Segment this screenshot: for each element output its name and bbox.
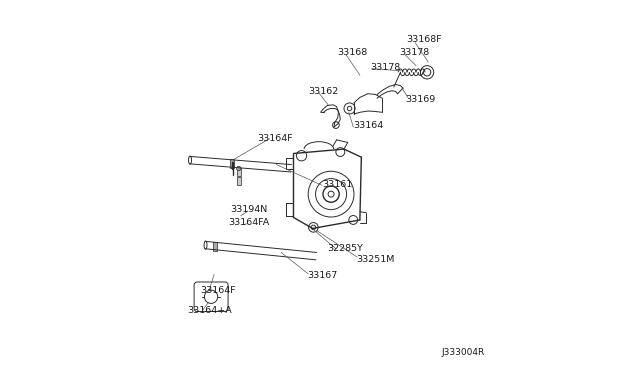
Text: 33164FA: 33164FA: [228, 218, 269, 227]
Circle shape: [237, 166, 241, 171]
Bar: [230, 159, 234, 168]
Text: 33161: 33161: [322, 180, 352, 189]
Text: 33168F: 33168F: [406, 35, 442, 44]
Text: 33164F: 33164F: [257, 134, 293, 142]
Text: 32285Y: 32285Y: [328, 244, 364, 253]
Bar: [237, 169, 241, 176]
Text: 33168: 33168: [337, 48, 367, 57]
Text: 33162: 33162: [308, 87, 339, 96]
Text: 33178: 33178: [399, 48, 429, 57]
Text: 33251M: 33251M: [356, 254, 394, 264]
Bar: [237, 177, 241, 185]
Text: J333004R: J333004R: [441, 347, 484, 357]
Text: 33169: 33169: [406, 95, 436, 104]
Text: 33164: 33164: [353, 121, 383, 129]
Text: 33167: 33167: [307, 271, 337, 280]
Text: 33164F: 33164F: [200, 286, 236, 295]
Bar: [213, 242, 216, 251]
Text: 33178: 33178: [370, 62, 401, 72]
Text: 33164+A: 33164+A: [187, 306, 232, 315]
Text: 33194N: 33194N: [230, 205, 268, 215]
